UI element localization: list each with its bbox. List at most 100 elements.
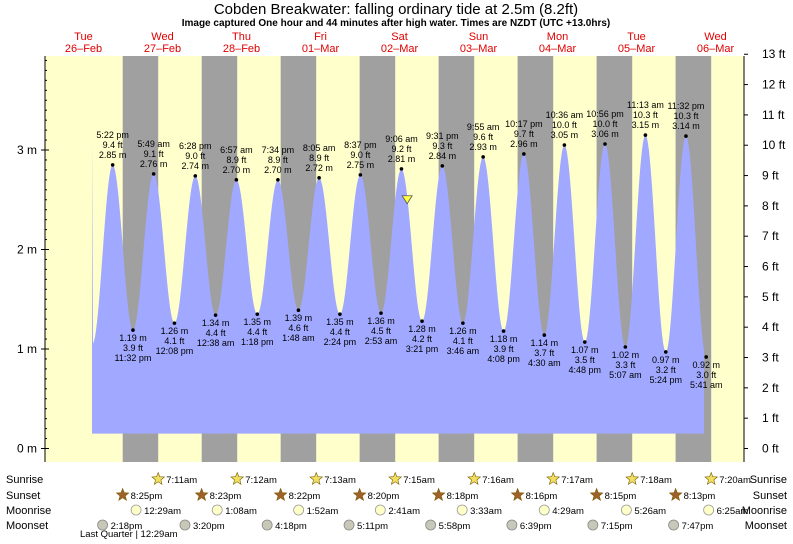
low-tide-feet: 3.7 ft	[534, 348, 555, 358]
high-tide-time: 9:31 pm	[426, 131, 459, 141]
sunset-time: 8:22pm	[289, 491, 321, 502]
moonrise-icon	[621, 505, 631, 515]
day-of-week-label: Sun	[469, 31, 489, 43]
moonrise-time: 4:29am	[552, 506, 584, 517]
row-label-right: Sunset	[753, 490, 787, 502]
moonset-icon	[507, 520, 517, 530]
high-tide-metres: 2.70 m	[264, 165, 292, 175]
low-tide-point	[255, 312, 259, 316]
high-tide-metres: 2.85 m	[99, 150, 127, 160]
low-tide-feet: 4.5 ft	[371, 326, 392, 336]
sunset-icon	[354, 489, 366, 501]
moonrise-icon	[457, 505, 467, 515]
low-tide-feet: 3.9 ft	[494, 344, 515, 354]
low-tide-point	[338, 312, 342, 316]
day-of-week-label: Tue	[74, 31, 93, 43]
row-label-right: Moonset	[745, 520, 787, 532]
right-tick-label: 1 ft	[762, 411, 779, 425]
low-tide-point	[173, 321, 177, 325]
high-tide-point	[684, 134, 688, 138]
low-tide-time: 3:46 am	[447, 346, 480, 356]
sunset-time: 8:25pm	[131, 491, 163, 502]
moonset-time: 4:18pm	[275, 521, 307, 532]
moonset-time: 3:20pm	[193, 521, 225, 532]
low-tide-point	[624, 345, 628, 349]
low-tide-feet: 3.9 ft	[123, 343, 144, 353]
row-label-right: Moonrise	[742, 505, 787, 517]
low-tide-point	[297, 308, 301, 312]
chart-subtitle: Image captured One hour and 44 minutes a…	[182, 18, 611, 29]
high-tide-point	[276, 178, 280, 182]
moonset-icon	[262, 520, 272, 530]
high-tide-metres: 2.75 m	[347, 160, 375, 170]
high-tide-metres: 2.93 m	[469, 142, 497, 152]
high-tide-feet: 10.0 ft	[592, 119, 618, 129]
low-tide-feet: 3.3 ft	[615, 360, 636, 370]
date-label: 06–Mar	[697, 43, 735, 55]
sunrise-icon	[389, 473, 401, 485]
low-tide-feet: 4.4 ft	[247, 327, 268, 337]
day-of-week-label: Fri	[314, 31, 327, 43]
high-tide-point	[400, 167, 404, 171]
high-tide-point	[481, 155, 485, 159]
low-tide-metres: 1.39 m	[285, 313, 313, 323]
date-label: 03–Mar	[460, 43, 498, 55]
high-tide-point	[317, 176, 321, 180]
high-tide-feet: 9.0 ft	[185, 151, 206, 161]
row-label-right: Sunrise	[750, 474, 787, 486]
low-tide-feet: 4.6 ft	[288, 323, 309, 333]
high-tide-feet: 10.3 ft	[673, 111, 699, 121]
high-tide-point	[152, 172, 156, 176]
high-tide-time: 10:36 am	[546, 110, 584, 120]
date-label: 27–Feb	[144, 43, 181, 55]
high-tide-point	[441, 164, 445, 168]
low-tide-time: 2:53 am	[365, 336, 398, 346]
high-tide-time: 6:57 am	[220, 145, 253, 155]
moonset-icon	[180, 520, 190, 530]
low-tide-time: 2:24 pm	[324, 337, 357, 347]
sunrise-time: 7:13am	[324, 475, 356, 486]
sunrise-icon	[705, 473, 717, 485]
day-of-week-label: Sat	[391, 31, 408, 43]
sunrise-icon	[152, 473, 164, 485]
moonrise-icon	[539, 505, 549, 515]
right-tick-label: 4 ft	[762, 320, 779, 334]
low-tide-time: 4:48 pm	[569, 365, 602, 375]
row-label-left: Moonrise	[6, 505, 51, 517]
day-of-week-label: Thu	[232, 31, 251, 43]
right-tick-label: 5 ft	[762, 290, 779, 304]
sunrise-time: 7:12am	[245, 475, 277, 486]
date-label: 01–Mar	[302, 43, 340, 55]
sunset-icon	[591, 489, 603, 501]
high-tide-time: 8:05 am	[303, 143, 336, 153]
high-tide-point	[563, 143, 567, 147]
sunrise-time: 7:16am	[482, 475, 514, 486]
right-tick-label: 10 ft	[762, 138, 786, 152]
sunrise-time: 7:20am	[719, 475, 751, 486]
moonrise-icon	[212, 505, 222, 515]
right-tick-label: 6 ft	[762, 260, 779, 274]
high-tide-time: 9:55 am	[467, 122, 500, 132]
low-tide-time: 1:18 pm	[241, 337, 274, 347]
high-tide-time: 11:32 pm	[668, 101, 705, 111]
low-tide-metres: 1.02 m	[612, 350, 640, 360]
high-tide-time: 5:49 am	[137, 139, 170, 149]
low-tide-point	[543, 333, 547, 337]
moonrise-icon	[294, 505, 304, 515]
moonrise-time: 5:26am	[634, 506, 666, 517]
sunrise-icon	[468, 473, 480, 485]
sunrise-icon	[547, 473, 559, 485]
row-label-left: Sunset	[6, 490, 40, 502]
high-tide-point	[522, 152, 526, 156]
sunset-icon	[117, 489, 129, 501]
low-tide-metres: 1.19 m	[119, 333, 147, 343]
moonrise-time: 1:08am	[225, 506, 257, 517]
low-tide-metres: 0.92 m	[692, 360, 720, 370]
high-tide-feet: 9.6 ft	[473, 132, 494, 142]
high-tide-time: 6:28 pm	[179, 141, 212, 151]
moonset-time: 7:15pm	[601, 521, 633, 532]
low-tide-time: 4:08 pm	[487, 354, 520, 364]
right-tick-label: 8 ft	[762, 199, 779, 213]
